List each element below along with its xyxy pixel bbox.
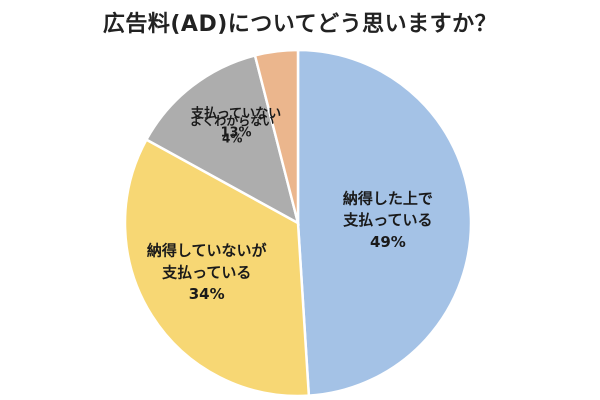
slice-value-label: 13% (220, 125, 251, 140)
slice-label-1: 納得した上で支払っている 49% (342, 189, 433, 251)
slice-category-label: よくわからない (190, 114, 274, 128)
slice-category-label: 納得した上で (343, 189, 433, 207)
slice-category-label: 支払っている (161, 263, 251, 281)
slice-value-label: 49% (370, 232, 406, 250)
slice-value-label: 4% (222, 131, 242, 145)
chart-title: 広告料(AD)についてどう思いますか？ (102, 12, 498, 37)
slice-label-4: よくわからない 4% (190, 114, 274, 145)
slice-label-2: 納得していないが支払っている 34% (147, 241, 268, 303)
pie-labels: 納得した上で支払っている 49%納得していないが支払っている 34%支払っていない 1… (147, 105, 433, 303)
slice-value-label: 34% (189, 285, 225, 303)
pie-slices (123, 48, 473, 398)
pie-slice-1 (296, 48, 473, 397)
slice-category-label: 支払っていない (190, 105, 281, 121)
slice-category-label: 支払っている (342, 211, 432, 229)
slice-label-3: 支払っていない 13% (190, 105, 281, 140)
slice-category-label: 納得していないが (147, 241, 268, 259)
pie-slice-4 (253, 48, 300, 224)
pie-slice-3 (144, 53, 300, 226)
